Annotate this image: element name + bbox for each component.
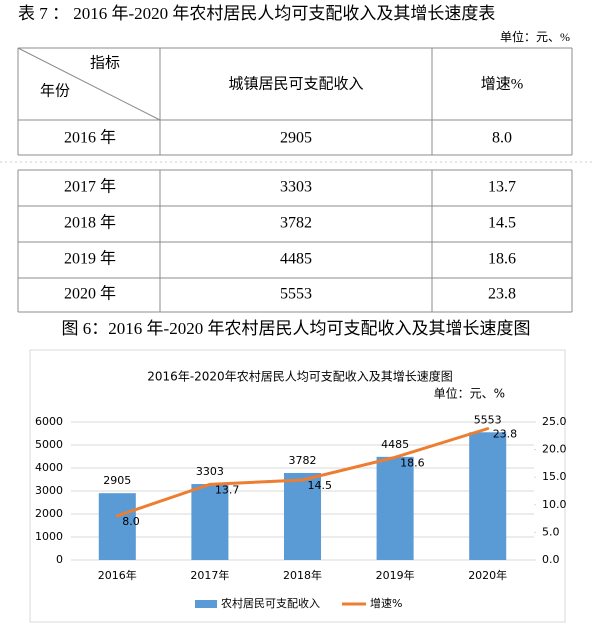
table-cell: 14.5 bbox=[488, 215, 516, 232]
bar bbox=[283, 473, 322, 560]
chart-title: 2016年-2020年农村居民人均可支配收入及其增长速度图 bbox=[147, 369, 452, 384]
data-label: 13.7 bbox=[215, 483, 240, 496]
bar bbox=[98, 493, 136, 560]
y-tick-label: 2000 bbox=[35, 507, 63, 520]
data-label: 14.5 bbox=[308, 479, 333, 492]
y2-tick-label: 20.0 bbox=[542, 443, 567, 456]
data-label: 18.6 bbox=[400, 456, 425, 469]
bar bbox=[191, 484, 229, 560]
table-body: 2016 年 2905 8.0 2017 年 3303 13.7 2018 年 3782 14.… bbox=[64, 129, 516, 303]
data-label: 5553 bbox=[474, 413, 502, 426]
table-cell: 4485 bbox=[280, 251, 312, 268]
table-unit: 单位：元、% bbox=[500, 29, 570, 44]
x-tick-label: 2018年 bbox=[283, 568, 322, 582]
x-tick-label: 2020年 bbox=[468, 568, 507, 582]
y2-tick-label: 10.0 bbox=[542, 498, 567, 511]
table-caption: 表 7 ： 2016 年-2020 年农村居民人均可支配收入及其增长速度表 bbox=[18, 4, 495, 23]
table-cell: 5553 bbox=[280, 286, 312, 303]
table-cell: 3303 bbox=[280, 179, 312, 196]
header-cell: 指标 bbox=[90, 54, 120, 71]
table-cell: 2020 年 bbox=[64, 285, 116, 303]
y-tick-label: 4000 bbox=[35, 461, 63, 474]
y2-tick-label: 5.0 bbox=[542, 525, 560, 538]
y-tick-label: 3000 bbox=[35, 484, 63, 497]
y2-tick-label: 25.0 bbox=[542, 415, 567, 428]
table-lines bbox=[0, 47, 592, 313]
data-label: 23.8 bbox=[493, 428, 518, 441]
data-label: 2905 bbox=[103, 474, 131, 487]
table-cell: 18.6 bbox=[488, 251, 516, 268]
header-cell: 城镇居民可支配收入 bbox=[228, 75, 363, 92]
x-tick-label: 2019年 bbox=[376, 568, 415, 582]
bar bbox=[376, 456, 414, 560]
data-label: 4485 bbox=[381, 438, 409, 451]
bar bbox=[469, 432, 507, 560]
table-cell: 13.7 bbox=[488, 179, 516, 196]
table-cell: 2018 年 bbox=[64, 214, 116, 232]
y-tick-label: 5000 bbox=[35, 438, 63, 451]
legend-swatch bbox=[195, 600, 217, 608]
header-cell: 年份 bbox=[40, 82, 70, 99]
line bbox=[115, 427, 490, 518]
x-tick-label: 2017年 bbox=[190, 568, 229, 582]
chart: 2016年-2020年农村居民人均可支配收入及其增长速度图 单位：元、% 0 10… bbox=[35, 369, 567, 611]
data-label: 3782 bbox=[289, 454, 317, 467]
table-cell: 2016 年 bbox=[64, 129, 116, 147]
table-cell: 2019 年 bbox=[64, 250, 116, 268]
table-cell: 8.0 bbox=[492, 130, 512, 147]
data-label: 8.0 bbox=[122, 515, 140, 528]
y-tick-label: 1000 bbox=[35, 530, 63, 543]
y2-tick-label: 15.0 bbox=[542, 470, 567, 483]
y-tick-label: 6000 bbox=[35, 415, 63, 428]
table-cell: 2017 年 bbox=[64, 178, 116, 196]
legend-label: 农村居民可支配收入 bbox=[221, 596, 320, 610]
legend-label: 增速% bbox=[370, 596, 402, 610]
chart-subtitle: 单位：元、% bbox=[434, 386, 505, 401]
x-tick-label: 2016年 bbox=[98, 568, 137, 582]
data-label: 3303 bbox=[196, 465, 224, 478]
header-cell: 增速% bbox=[481, 75, 524, 92]
y2-tick-label: 0.0 bbox=[542, 553, 560, 566]
table-cell: 3782 bbox=[280, 215, 312, 232]
y-tick-label: 0 bbox=[56, 553, 63, 566]
table-cell: 23.8 bbox=[488, 286, 516, 303]
figure-caption: 图 6：2016 年-2020 年农村居民人均可支配收入及其增长速度图 bbox=[62, 319, 531, 338]
table-cell: 2905 bbox=[280, 130, 312, 147]
